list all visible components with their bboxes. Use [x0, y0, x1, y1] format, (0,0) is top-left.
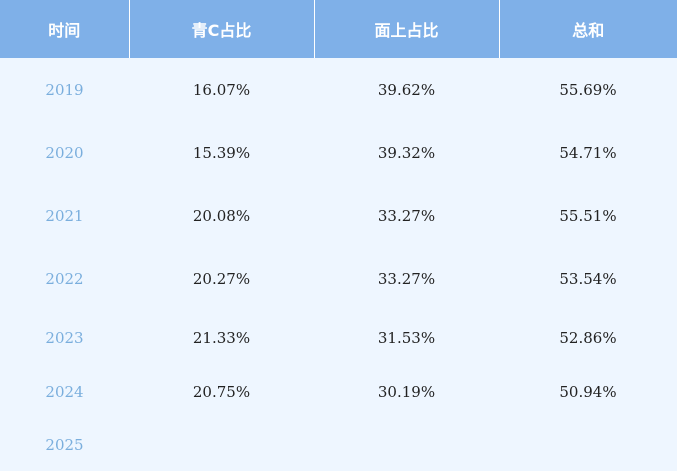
year-cell: 2020 — [45, 143, 84, 162]
qc-ratio-cell: 20.75% — [192, 382, 251, 401]
total-cell: 53.54% — [559, 269, 617, 288]
qc-ratio-cell: 20.27% — [192, 269, 251, 288]
ms-ratio-cell: 39.62% — [377, 80, 436, 99]
qc-ratio-cell: 16.07% — [192, 80, 251, 99]
qc-ratio-cell — [129, 418, 314, 471]
ms-ratio-cell: 31.53% — [377, 328, 436, 347]
table-row: 2021 20.08% 33.27% 55.51% — [0, 184, 677, 247]
ms-ratio-cell: 33.27% — [377, 269, 436, 288]
table-row: 2019 16.07% 39.62% 55.69% — [0, 58, 677, 121]
qc-ratio-cell: 15.39% — [192, 143, 251, 162]
qc-ratio-cell: 21.33% — [192, 328, 251, 347]
ms-ratio-cell: 30.19% — [377, 382, 436, 401]
year-cell: 2022 — [45, 269, 84, 288]
header-qc-ratio: 青C占比 — [128, 0, 314, 58]
year-cell: 2025 — [45, 435, 84, 454]
header-ms-ratio: 面上占比 — [313, 0, 499, 58]
table-row: 2022 20.27% 33.27% 53.54% — [0, 247, 677, 310]
total-cell: 55.69% — [559, 80, 617, 99]
table-row: 2020 15.39% 39.32% 54.71% — [0, 121, 677, 184]
ms-ratio-cell: 39.32% — [377, 143, 436, 162]
year-cell: 2021 — [45, 206, 84, 225]
year-cell: 2024 — [45, 382, 84, 401]
total-cell: 52.86% — [559, 328, 617, 347]
header-row: 时间 青C占比 面上占比 总和 — [0, 0, 677, 58]
table-body: 2019 16.07% 39.62% 55.69% 2020 15.39% 39… — [0, 58, 677, 471]
table-header: 时间 青C占比 面上占比 总和 — [0, 0, 677, 58]
table-row: 2025 — [0, 418, 677, 471]
total-cell — [499, 418, 677, 471]
header-total: 总和 — [498, 0, 677, 58]
year-cell: 2019 — [45, 80, 84, 99]
qc-ratio-cell: 20.08% — [192, 206, 251, 225]
total-cell: 50.94% — [559, 382, 617, 401]
table-row: 2024 20.75% 30.19% 50.94% — [0, 365, 677, 418]
ms-ratio-cell — [314, 418, 499, 471]
table-row: 2023 21.33% 31.53% 52.86% — [0, 310, 677, 365]
year-cell: 2023 — [45, 328, 84, 347]
total-cell: 55.51% — [559, 206, 617, 225]
header-time: 时间 — [0, 0, 129, 58]
total-cell: 54.71% — [559, 143, 617, 162]
ms-ratio-cell: 33.27% — [377, 206, 436, 225]
